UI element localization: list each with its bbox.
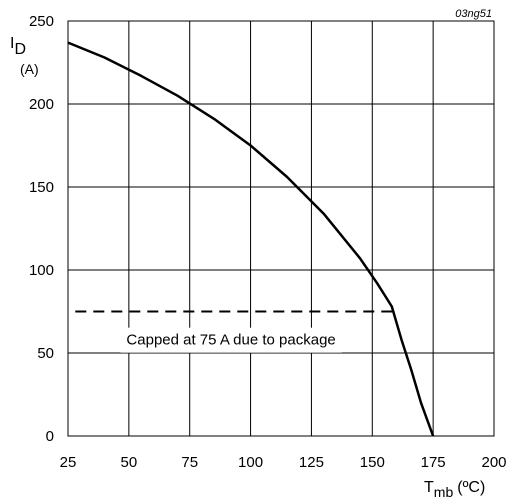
x-axis-label-main: T [424, 479, 434, 496]
grid-horizontal [68, 103, 494, 354]
annotation-layer: Capped at 75 A due to package [120, 327, 342, 353]
y-axis-label-sub: D [14, 41, 26, 58]
y-tick-label: 200 [29, 96, 54, 113]
figure-id: 03ng51 [455, 8, 492, 20]
x-axis-label-unit: (ºC) [457, 479, 485, 496]
y-tick-label: 150 [29, 179, 54, 196]
x-axis-label: Tmb (ºC) [424, 479, 485, 500]
x-axis-label-sub: mb [434, 484, 454, 500]
annotation-label: Capped at 75 A due to package [126, 332, 335, 349]
y-tick-label: 50 [37, 345, 54, 362]
x-tick-label: 25 [60, 454, 77, 471]
derating-curve [67, 41, 435, 437]
y-tick-labels: 0 50 100 150 200 250 [29, 13, 54, 445]
series-layer [67, 41, 435, 437]
y-tick-label: 250 [29, 13, 54, 30]
y-axis-unit: (A) [20, 61, 39, 77]
x-tick-label: 100 [238, 454, 263, 471]
x-tick-label: 75 [181, 454, 198, 471]
x-tick-label: 200 [481, 454, 506, 471]
grid-vertical [128, 21, 434, 436]
x-tick-label: 125 [299, 454, 324, 471]
y-axis-label-main: I [10, 35, 14, 52]
x-tick-label: 150 [360, 454, 385, 471]
x-tick-label: 50 [121, 454, 138, 471]
y-axis-label: ID [10, 35, 26, 58]
y-tick-label: 100 [29, 262, 54, 279]
x-tick-label: 175 [421, 454, 446, 471]
annotation-background [120, 327, 342, 353]
x-tick-labels: 25 50 75 100 125 150 175 200 [60, 454, 507, 471]
plot-frame [67, 20, 495, 437]
y-tick-label: 0 [46, 428, 54, 445]
